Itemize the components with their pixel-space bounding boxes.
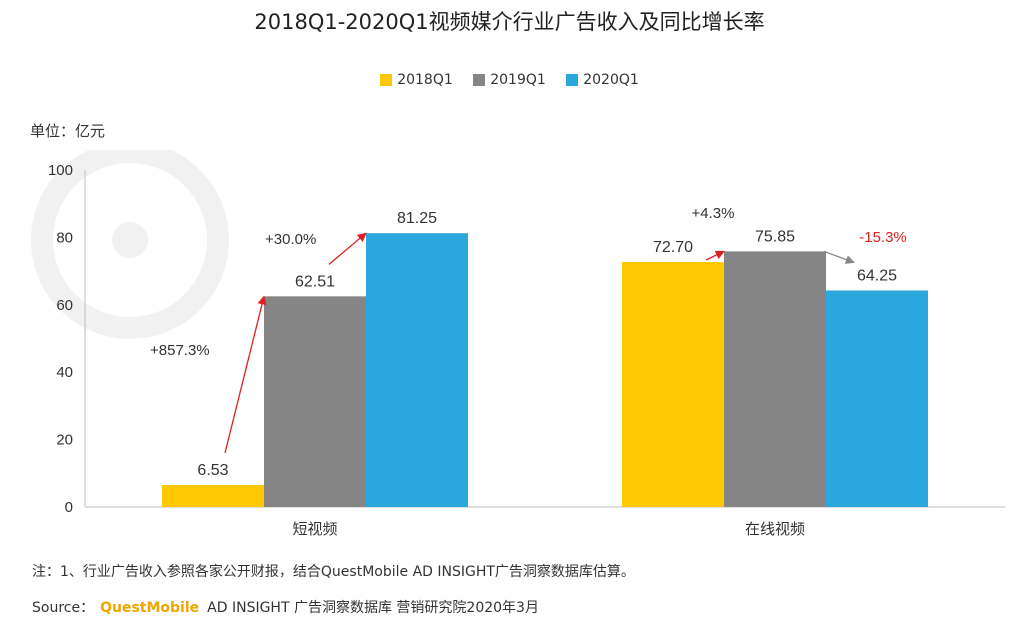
data-label-2019q1-cat0: 62.51 <box>295 273 335 290</box>
y-tick-label-40: 40 <box>56 364 73 381</box>
bar-2020q1-cat1 <box>826 290 928 507</box>
legend-label-2020q1: 2020Q1 <box>583 72 639 88</box>
bar-2020q1-cat0 <box>366 233 468 507</box>
unit-label: 单位：亿元 <box>30 122 106 140</box>
growth-arrow-0 <box>224 295 267 454</box>
watermark-logo <box>31 150 229 339</box>
growth-label-0: +857.3% <box>150 342 210 359</box>
legend: 2018Q1 2019Q1 2020Q1 <box>0 72 1019 90</box>
footnote: 注：1、行业广告收入参照各家公开财报，结合QuestMobile AD INSI… <box>32 564 635 580</box>
legend-item-2020q1: 2020Q1 <box>566 72 639 88</box>
legend-item-2018q1: 2018Q1 <box>380 72 453 88</box>
legend-swatch-2018q1 <box>380 74 393 86</box>
x-category-label-0: 短视频 <box>292 520 337 538</box>
y-tick-label-80: 80 <box>56 229 73 246</box>
source-line: Source： QuestMobile AD INSIGHT 广告洞察数据库 营销研… <box>32 597 539 617</box>
growth-arrow-1 <box>328 232 367 265</box>
data-label-2019q1-cat1: 75.85 <box>755 228 795 245</box>
growth-label-3: -15.3% <box>859 229 907 246</box>
y-tick-label-100: 100 <box>48 162 73 179</box>
bar-2019q1-cat1 <box>724 251 826 507</box>
legend-label-2019q1: 2019Q1 <box>490 72 546 88</box>
bar-2019q1-cat0 <box>264 296 366 507</box>
data-label-2020q1-cat0: 81.25 <box>397 210 437 227</box>
data-label-2020q1-cat1: 64.25 <box>857 267 897 284</box>
source-label: Source： <box>32 600 95 616</box>
growth-label-1: +30.0% <box>265 231 316 248</box>
growth-label-2: +4.3% <box>692 205 735 222</box>
legend-item-2019q1: 2019Q1 <box>473 72 546 88</box>
y-tick-label-0: 0 <box>65 499 73 516</box>
legend-swatch-2020q1 <box>566 74 579 86</box>
chart-title: 2018Q1-2020Q1视频媒介行业广告收入及同比增长率 <box>254 10 765 34</box>
growth-arrow-2 <box>705 250 725 261</box>
bar-2018q1-cat0 <box>162 484 264 507</box>
y-tick-label-60: 60 <box>56 297 73 314</box>
growth-arrow-3 <box>823 250 855 264</box>
data-label-2018q1-cat0: 6.53 <box>197 462 228 479</box>
y-tick-label-20: 20 <box>56 432 73 449</box>
data-label-2018q1-cat1: 72.70 <box>653 239 693 256</box>
source-brand: QuestMobile <box>100 600 200 616</box>
source-rest: AD INSIGHT 广告洞察数据库 营销研究院2020年3月 <box>207 600 539 616</box>
x-category-label-1: 在线视频 <box>745 520 805 538</box>
legend-swatch-2019q1 <box>473 74 486 86</box>
bar-2018q1-cat1 <box>622 262 724 507</box>
legend-label-2018q1: 2018Q1 <box>397 72 453 88</box>
